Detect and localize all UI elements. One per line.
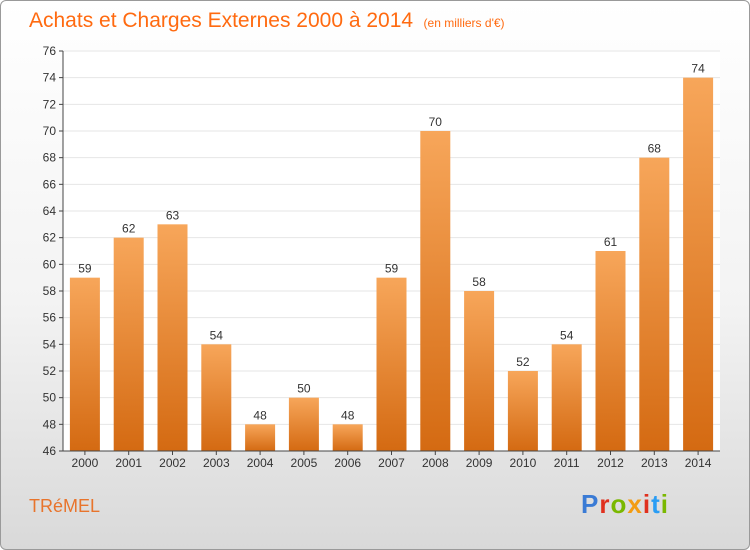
bar — [376, 277, 407, 451]
data-label: 59 — [385, 262, 399, 276]
data-label: 58 — [472, 275, 486, 289]
bars — [69, 77, 714, 452]
chart-title: Achats et Charges Externes 2000 à 2014 — [29, 9, 414, 32]
x-tick-label: 2002 — [159, 456, 186, 470]
data-label: 54 — [210, 328, 224, 342]
y-tick-label: 60 — [43, 257, 57, 271]
data-label: 74 — [691, 62, 705, 76]
bar — [332, 424, 363, 451]
x-tick-label: 2014 — [685, 456, 712, 470]
x-tick-label: 2009 — [466, 456, 493, 470]
data-label: 68 — [648, 142, 662, 156]
y-tick-label: 46 — [43, 444, 57, 458]
bar — [245, 424, 276, 451]
x-tick-label: 2011 — [554, 456, 580, 470]
bar — [507, 371, 538, 451]
data-label: 59 — [78, 262, 92, 276]
bar — [551, 344, 582, 451]
data-label: 62 — [122, 222, 136, 236]
data-label: 70 — [429, 115, 443, 129]
data-label: 61 — [604, 235, 618, 249]
bar — [69, 277, 100, 451]
y-tick-label: 70 — [43, 124, 57, 138]
data-label: 48 — [253, 408, 267, 422]
y-tick-label: 74 — [43, 71, 57, 85]
commune-name: TRéMEL — [29, 496, 101, 516]
data-label: 52 — [516, 355, 530, 369]
x-tick-label: 2004 — [247, 456, 274, 470]
bar — [683, 77, 714, 452]
x-tick-label: 2005 — [291, 456, 318, 470]
x-tick-label: 2008 — [422, 456, 449, 470]
logo-letter: r — [599, 489, 611, 519]
x-tick-label: 2010 — [510, 456, 537, 470]
bar — [420, 131, 451, 451]
y-tick-label: 72 — [43, 97, 57, 111]
x-tick-label: 2003 — [203, 456, 230, 470]
x-tick-label: 2007 — [378, 456, 405, 470]
data-label: 50 — [297, 382, 311, 396]
logo-letter: x — [627, 489, 643, 519]
x-tick-label: 2006 — [334, 456, 361, 470]
logo-letter: i — [642, 489, 652, 519]
bar — [595, 251, 626, 451]
data-label: 48 — [341, 408, 355, 422]
bar — [464, 291, 495, 451]
data-label: 54 — [560, 328, 574, 342]
chart-subtitle: (en milliers d'€) — [423, 16, 505, 30]
labels: 46 48 50 52 54 56 58 60 62 64 66 68 70 72 74 76 59 2000 62… — [43, 44, 712, 470]
logo-letter: o — [610, 489, 628, 519]
x-tick-label: 2001 — [115, 456, 142, 470]
y-tick-label: 58 — [43, 284, 57, 298]
logo-letter: P — [581, 489, 600, 519]
y-tick-label: 54 — [43, 337, 57, 351]
y-tick-label: 56 — [43, 311, 57, 325]
bar — [113, 237, 144, 451]
title-block: Achats et Charges Externes 2000 à 2014 (… — [29, 9, 505, 33]
bar — [288, 397, 319, 451]
y-tick-label: 66 — [43, 177, 57, 191]
y-tick-label: 52 — [43, 364, 57, 378]
axes — [59, 50, 720, 455]
y-tick-label: 64 — [43, 204, 57, 218]
x-tick-label: 2013 — [641, 456, 668, 470]
y-tick-label: 68 — [43, 151, 57, 165]
logo-letter: i — [660, 489, 669, 519]
bar — [157, 224, 188, 451]
x-tick-label: 2000 — [72, 456, 99, 470]
y-tick-label: 48 — [43, 417, 57, 431]
y-tick-label: 76 — [43, 44, 57, 58]
y-tick-label: 50 — [43, 391, 57, 405]
data-label: 63 — [166, 208, 180, 222]
bar — [201, 344, 232, 451]
y-tick-label: 62 — [43, 231, 57, 245]
bar — [639, 157, 670, 451]
proxiti-logo[interactable]: Proxiti — [581, 489, 669, 520]
x-tick-label: 2012 — [597, 456, 624, 470]
logo-letter: t — [651, 489, 661, 519]
